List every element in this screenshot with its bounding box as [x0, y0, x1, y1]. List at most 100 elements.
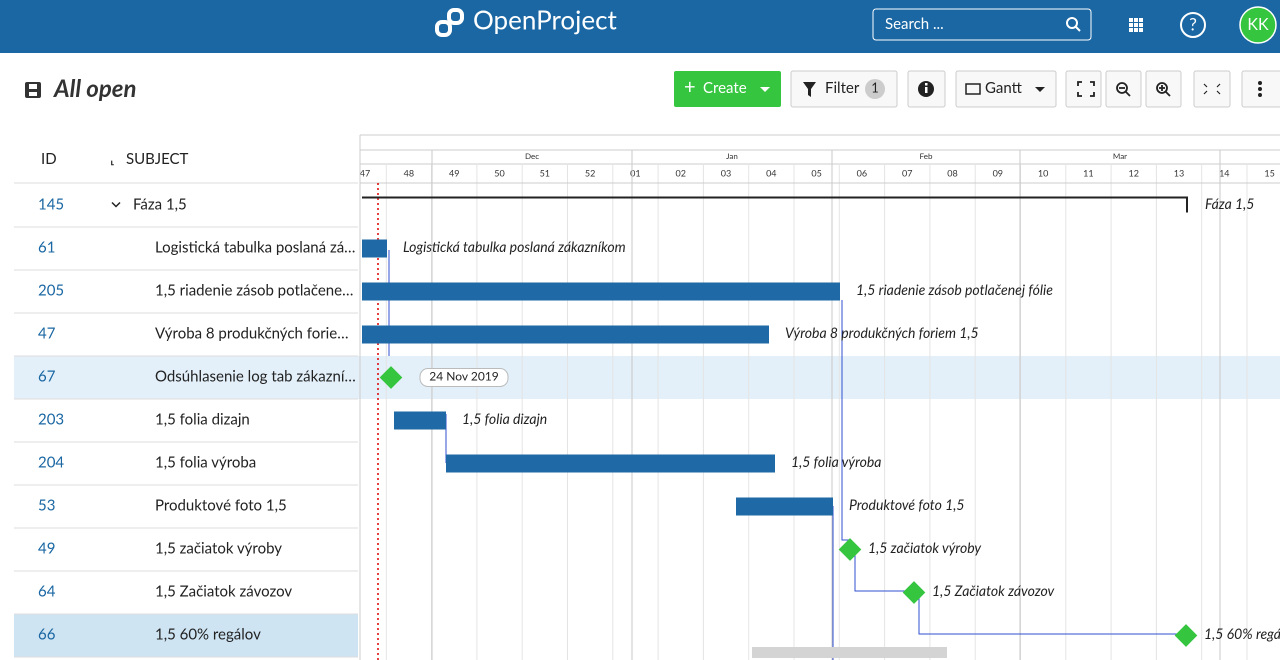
autozoom-button[interactable] [1065, 70, 1102, 108]
subject: 1,5 60% regálov [155, 625, 261, 643]
zoom-in-button[interactable] [1145, 70, 1182, 108]
month-label: Dec [525, 151, 539, 161]
week-label: 50 [494, 167, 504, 178]
column-header: SUBJECT [126, 150, 189, 168]
subject: 1,5 riadenie zásob potlačene… [155, 281, 353, 299]
query-title: All open [53, 74, 136, 103]
bar-label: 1,5 folia dizajn [462, 410, 547, 427]
relation-line [918, 593, 1186, 635]
milestone[interactable] [838, 538, 862, 561]
search-placeholder: Search ... [885, 15, 944, 33]
week-label: 04 [766, 167, 776, 178]
week-label: 10 [1038, 167, 1048, 178]
help-icon[interactable]: ? [1180, 12, 1206, 38]
bar-label: 1,5 riadenie zásob potlačenej fólie [856, 281, 1053, 298]
date-tag-label: 24 Nov 2019 [429, 369, 498, 384]
week-label: 14 [1219, 167, 1229, 178]
caret [1035, 87, 1045, 92]
subject: Odsúhlasenie log tab zákazní… [155, 367, 356, 385]
caret [760, 87, 770, 92]
modules-icon[interactable] [1129, 18, 1143, 32]
logo-icon [435, 8, 464, 37]
week-label: 07 [902, 167, 912, 178]
subject: Fáza 1,5 [133, 195, 187, 213]
create-button[interactable] [674, 71, 781, 107]
avatar[interactable] [1239, 6, 1277, 44]
work-package-id[interactable]: 53 [38, 496, 55, 514]
zoom-out-button[interactable] [1105, 70, 1142, 108]
gantt-bar[interactable] [446, 454, 775, 473]
view-label: Gantt [985, 79, 1023, 97]
filter-icon [803, 82, 816, 97]
week-label: 52 [585, 167, 595, 178]
bar-label: Fáza 1,5 [1205, 195, 1254, 212]
relation-line [854, 550, 914, 592]
subject: 1,5 Začiatok závozov [155, 582, 292, 600]
row-selected [14, 614, 358, 657]
bar-label: 1,5 Začiatok závozov [932, 582, 1055, 599]
collapse-chevron[interactable] [111, 201, 121, 208]
gantt-icon [965, 83, 981, 95]
work-package-id[interactable]: 203 [38, 410, 64, 428]
toolbar-icons [1077, 81, 1221, 97]
week-label: 11 [1083, 167, 1093, 178]
week-label: 02 [675, 167, 685, 178]
week-label: 06 [857, 167, 867, 178]
save-icon[interactable] [25, 82, 41, 98]
subject: 1,5 začiatok výroby [155, 539, 282, 557]
work-package-id[interactable]: 49 [38, 539, 55, 557]
phase-bracket [362, 196, 1188, 213]
row-highlight [14, 356, 1280, 399]
work-package-id[interactable]: 47 [38, 324, 56, 342]
create-label: Create [703, 79, 747, 97]
gantt-bar[interactable] [362, 282, 840, 301]
gantt-bar[interactable] [362, 239, 387, 258]
bar-label: Logistická tabulka poslaná zákazníkom [403, 238, 626, 255]
subject: Logistická tabulka poslaná zá… [155, 238, 355, 256]
work-package-id[interactable]: 145 [38, 195, 64, 213]
week-label: 15 [1264, 167, 1274, 178]
scrollbar[interactable] [752, 647, 947, 658]
filter-badge [865, 79, 885, 99]
filter-button[interactable] [790, 70, 898, 108]
fullscreen-button[interactable] [1193, 70, 1231, 108]
logo[interactable]: OpenProject [473, 4, 618, 36]
subject: Výroba 8 produkčných forie… [155, 324, 348, 342]
gantt-bar[interactable] [736, 497, 833, 516]
week-label: 01 [630, 167, 640, 178]
bar-label: Produktové foto 1,5 [849, 496, 965, 513]
milestone[interactable] [1174, 624, 1198, 647]
bar-label: 1,5 60% regálov [1204, 625, 1280, 642]
avatar-initials: KK [1247, 15, 1269, 34]
plus-icon: + [684, 75, 696, 99]
week-label: 49 [449, 167, 459, 178]
filter-count: 1 [871, 79, 879, 95]
milestone[interactable] [379, 366, 403, 389]
week-label: 13 [1174, 167, 1184, 178]
work-package-id[interactable]: 67 [38, 367, 56, 385]
view-button[interactable] [955, 70, 1057, 108]
work-package-id[interactable]: 66 [38, 625, 56, 643]
hierarchy-icon: ⸤ [110, 150, 115, 166]
more-icon [1258, 81, 1262, 97]
gantt-bar[interactable] [362, 325, 769, 344]
milestone[interactable] [902, 581, 926, 604]
work-package-id[interactable]: 61 [38, 238, 55, 256]
bar-label: Výroba 8 produkčných foriem 1,5 [785, 324, 979, 341]
search-box[interactable] [872, 8, 1092, 41]
week-label: 47 [360, 167, 370, 178]
filter-label: Filter [825, 79, 860, 97]
bar-label: 1,5 folia výroba [791, 453, 881, 470]
svg-text:?: ? [1189, 13, 1197, 34]
subject: Produktové foto 1,5 [155, 496, 287, 514]
search-icon [1066, 17, 1081, 32]
subject: 1,5 folia dizajn [155, 410, 250, 428]
work-package-id[interactable]: 204 [38, 453, 64, 471]
month-label: Mar [1113, 151, 1127, 161]
work-package-id[interactable]: 205 [38, 281, 64, 299]
relation-line [841, 300, 850, 541]
work-package-id[interactable]: 64 [38, 582, 56, 600]
gantt-bar[interactable] [394, 411, 446, 430]
